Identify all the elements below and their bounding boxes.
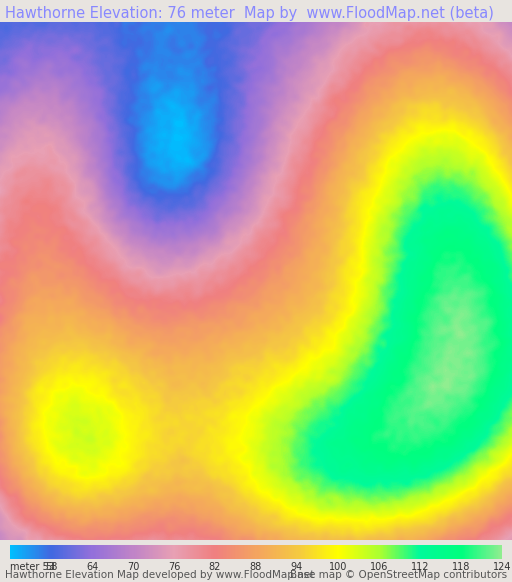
Text: Base map © OpenStreetMap contributors: Base map © OpenStreetMap contributors	[290, 570, 507, 580]
Text: 106: 106	[370, 562, 388, 572]
Text: 118: 118	[452, 562, 470, 572]
Text: 82: 82	[209, 562, 221, 572]
Text: Hawthorne Elevation Map developed by www.FloodMap.net: Hawthorne Elevation Map developed by www…	[5, 570, 314, 580]
Text: meter 53: meter 53	[10, 562, 55, 572]
Text: 100: 100	[329, 562, 347, 572]
Text: 124: 124	[493, 562, 511, 572]
Text: 112: 112	[411, 562, 429, 572]
Text: 88: 88	[250, 562, 262, 572]
Text: 94: 94	[291, 562, 303, 572]
Text: 58: 58	[45, 562, 57, 572]
Text: 64: 64	[86, 562, 98, 572]
Text: 76: 76	[168, 562, 180, 572]
Text: 70: 70	[127, 562, 139, 572]
Text: Hawthorne Elevation: 76 meter  Map by  www.FloodMap.net (beta): Hawthorne Elevation: 76 meter Map by www…	[5, 6, 494, 20]
